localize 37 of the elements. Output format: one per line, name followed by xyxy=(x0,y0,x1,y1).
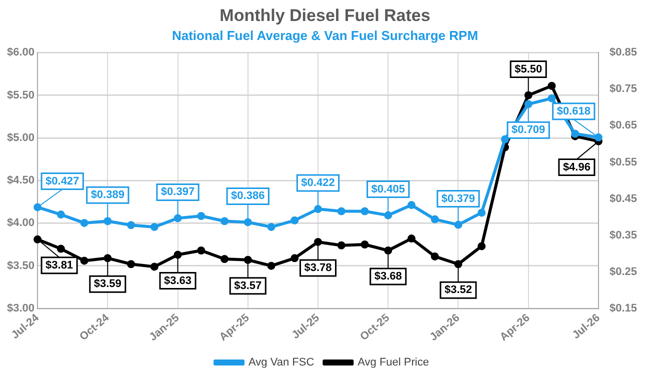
data-label: $0.422 xyxy=(301,177,335,190)
data-label: $3.59 xyxy=(94,278,122,290)
y-tick-label: $5.50 xyxy=(6,89,35,102)
y-tick-label: $4.00 xyxy=(6,217,35,230)
y-tick-label: $6.00 xyxy=(6,46,35,59)
data-label: $3.81 xyxy=(46,259,74,272)
y2-tick-label: $0.75 xyxy=(609,83,638,96)
legend-label: Avg Van FSC xyxy=(248,356,314,369)
data-label: $3.78 xyxy=(304,262,332,274)
data-label: $0.618 xyxy=(556,105,590,118)
legend-label: Avg Fuel Price xyxy=(358,356,429,369)
y2-tick-label: $0.55 xyxy=(609,156,638,168)
data-label: $4.96 xyxy=(562,161,590,174)
chart-title: Monthly Diesel Fuel Rates xyxy=(218,6,432,26)
data-label: $0.379 xyxy=(441,192,476,205)
data-label: $3.52 xyxy=(444,284,472,296)
data-label: $0.389 xyxy=(90,189,124,202)
data-label: $0.386 xyxy=(231,190,265,202)
y-tick-label: $5.00 xyxy=(6,132,35,144)
data-label: $3.68 xyxy=(374,270,402,283)
data-label: $3.63 xyxy=(164,274,192,287)
data-label: $3.57 xyxy=(234,280,262,292)
y2-tick-label: $0.65 xyxy=(609,120,638,132)
data-label: $0.397 xyxy=(160,186,195,198)
y2-tick-label: $0.15 xyxy=(609,302,638,315)
y-tick-label: $3.00 xyxy=(6,302,35,315)
y2-tick-label: $0.25 xyxy=(609,266,638,278)
data-label: $0.709 xyxy=(512,124,546,136)
chart-subtitle: National Fuel Average & Van Fuel Surcharge RPM xyxy=(170,28,480,43)
data-label: $0.405 xyxy=(371,183,405,196)
data-label: $0.427 xyxy=(46,175,80,188)
data-label: $5.50 xyxy=(514,63,542,76)
y2-tick-label: $0.35 xyxy=(609,229,638,242)
y2-tick-label: $0.85 xyxy=(609,46,638,59)
y-tick-label: $3.50 xyxy=(6,260,35,272)
y2-tick-label: $0.45 xyxy=(609,192,638,205)
y-tick-label: $4.50 xyxy=(6,174,35,187)
